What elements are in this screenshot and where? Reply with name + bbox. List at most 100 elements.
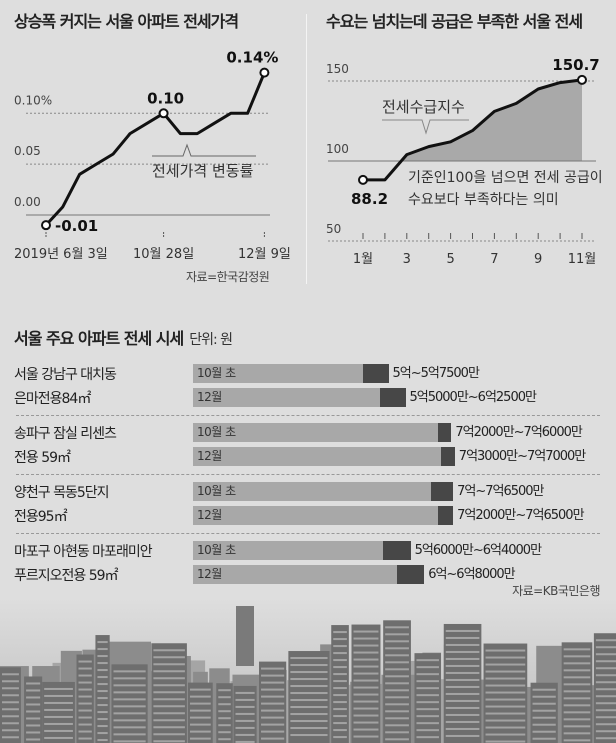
period-label: 12월 — [197, 449, 222, 463]
building-windows — [113, 712, 146, 715]
building-windows — [563, 697, 591, 700]
building-windows — [595, 667, 616, 670]
building-windows — [189, 695, 211, 698]
chart1-point — [158, 108, 169, 119]
price-range-bar — [380, 388, 406, 407]
building-windows — [235, 719, 255, 722]
building-windows — [153, 712, 185, 715]
building-windows — [485, 663, 526, 666]
building-windows — [385, 647, 409, 650]
building-windows — [153, 670, 185, 673]
chart1-point — [41, 220, 51, 231]
building-windows — [563, 669, 591, 672]
chart2-y-tick-label: 100 — [326, 142, 349, 156]
building-windows — [333, 659, 347, 662]
building-windows — [290, 685, 328, 688]
building-windows — [44, 736, 73, 739]
chart2-x-tick-label: 11월 — [568, 252, 597, 267]
building-windows — [485, 740, 526, 743]
building-windows — [97, 676, 108, 679]
building-windows — [485, 691, 526, 694]
chart2-note: 수요보다 부족하다는 의미 — [408, 192, 559, 208]
building-windows — [78, 681, 92, 684]
chart2-point — [358, 174, 368, 185]
price-range-label: 5억~5억7500만 — [392, 366, 480, 381]
period-label: 10월 초 — [197, 543, 236, 557]
building-windows — [113, 677, 146, 680]
building-windows — [26, 710, 41, 713]
building-windows — [485, 684, 526, 687]
building-windows — [595, 716, 616, 719]
building-windows — [26, 717, 41, 720]
building-windows — [97, 662, 108, 665]
building-windows — [97, 718, 108, 721]
building-windows — [595, 681, 616, 684]
building-windows — [485, 733, 526, 736]
building-windows — [353, 679, 379, 682]
building-windows — [290, 699, 328, 702]
building-windows — [416, 694, 439, 697]
building-windows — [153, 677, 185, 680]
building-windows — [97, 739, 108, 742]
building-windows — [189, 688, 211, 691]
building-windows — [445, 636, 480, 639]
building-windows — [218, 724, 231, 727]
building-windows — [218, 710, 231, 713]
building-windows — [485, 670, 526, 673]
building-windows — [485, 726, 526, 729]
building-windows — [416, 701, 439, 704]
building — [593, 633, 616, 743]
building-windows — [2, 687, 19, 690]
price-bar: 10월 초 — [193, 541, 384, 560]
building-windows — [261, 723, 285, 726]
building-windows — [333, 673, 347, 676]
building-windows — [445, 727, 480, 730]
group-divider — [16, 533, 600, 534]
building-windows — [333, 729, 347, 732]
building-windows — [416, 680, 439, 683]
building-windows — [416, 673, 439, 676]
building-windows — [2, 673, 19, 676]
building-windows — [595, 737, 616, 740]
building-windows — [97, 641, 108, 644]
building-windows — [353, 707, 379, 710]
building-windows — [218, 696, 231, 699]
building-windows — [563, 725, 591, 728]
building-windows — [44, 701, 73, 704]
chart1-point — [259, 67, 270, 78]
price-bar: 12월 — [193, 388, 380, 407]
building-windows — [189, 716, 211, 719]
building-windows — [2, 722, 19, 725]
period-label: 12월 — [197, 508, 222, 522]
building-windows — [26, 738, 41, 741]
building-windows — [333, 722, 347, 725]
chart1-plot: 0.10% 0.05 0.00 2019년 6월 3일 10월 28일 12월 9일 -0.… — [14, 49, 291, 262]
building-windows — [595, 709, 616, 712]
building-windows — [532, 695, 556, 698]
building-windows — [385, 703, 409, 706]
building-windows — [97, 648, 108, 651]
building-windows — [333, 694, 347, 697]
building — [530, 682, 558, 743]
building-windows — [532, 716, 556, 719]
building-windows — [532, 688, 556, 691]
apartment-name: 푸르지오전용 59㎡ — [14, 568, 119, 584]
period-label: 10월 초 — [197, 366, 236, 380]
building-windows — [485, 649, 526, 652]
building-windows — [44, 715, 73, 718]
building — [443, 623, 482, 743]
building — [331, 625, 349, 743]
building-windows — [416, 715, 439, 718]
building-windows — [445, 671, 480, 674]
building-windows — [189, 723, 211, 726]
apartment-name: 은마전용84㎡ — [14, 391, 91, 407]
building — [216, 683, 233, 743]
building-windows — [153, 649, 185, 652]
chart2-title: 수요는 넘치는데 공급은 부족한 서울 전세 — [326, 12, 583, 31]
chart1-source: 자료=한국감정원 — [186, 270, 270, 284]
building-windows — [595, 646, 616, 649]
building-windows — [113, 719, 146, 722]
building — [95, 635, 110, 743]
building-windows — [261, 674, 285, 677]
building-windows — [532, 709, 556, 712]
